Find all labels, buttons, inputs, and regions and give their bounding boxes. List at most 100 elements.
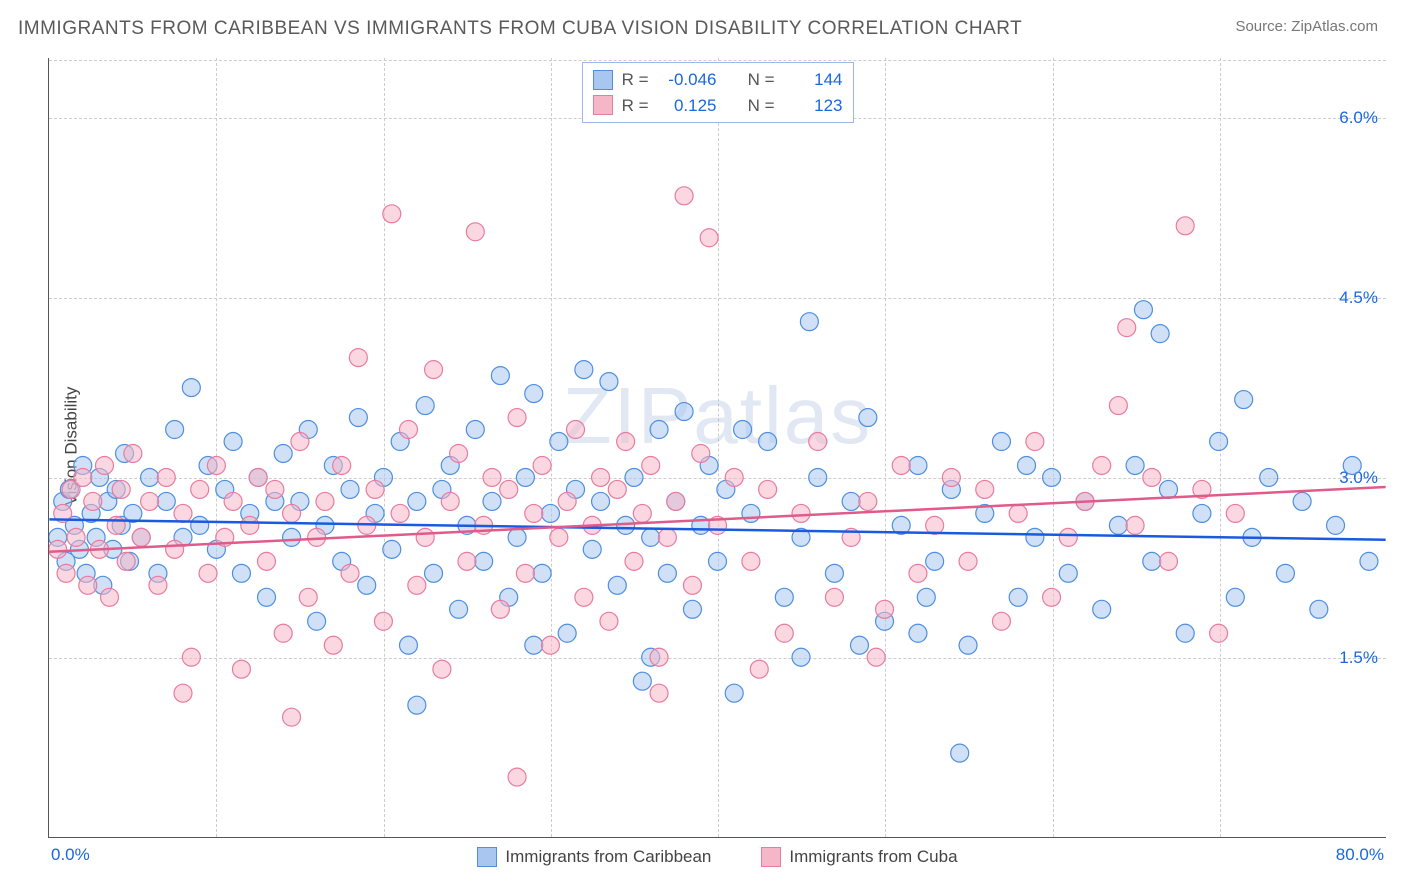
scatter-point <box>1226 504 1244 522</box>
scatter-point <box>491 367 509 385</box>
scatter-point <box>692 445 710 463</box>
scatter-point <box>625 468 643 486</box>
scatter-point <box>1193 504 1211 522</box>
scatter-point <box>182 648 200 666</box>
scatter-point <box>207 456 225 474</box>
scatter-point <box>541 504 559 522</box>
scatter-point <box>383 540 401 558</box>
swatch-caribbean <box>477 847 497 867</box>
scatter-point <box>1093 600 1111 618</box>
scatter-point <box>157 468 175 486</box>
scatter-point <box>759 433 777 451</box>
scatter-point <box>592 492 610 510</box>
scatter-point <box>316 492 334 510</box>
scatter-point <box>650 684 668 702</box>
scatter-point <box>642 456 660 474</box>
scatter-point <box>667 492 685 510</box>
scatter-point <box>700 229 718 247</box>
scatter-point <box>366 480 384 498</box>
scatter-point <box>1210 624 1228 642</box>
scatter-point <box>525 504 543 522</box>
scatter-point <box>132 528 150 546</box>
scatter-point <box>441 492 459 510</box>
scatter-point <box>575 361 593 379</box>
scatter-point <box>466 223 484 241</box>
scatter-point <box>1026 433 1044 451</box>
scatter-point <box>157 492 175 510</box>
scatter-point <box>1134 301 1152 319</box>
scatter-point <box>224 492 242 510</box>
scatter-point <box>416 528 434 546</box>
scatter-point <box>959 636 977 654</box>
scatter-point <box>84 492 102 510</box>
scatter-point <box>759 480 777 498</box>
scatter-point <box>274 445 292 463</box>
swatch-caribbean <box>593 70 613 90</box>
scatter-point <box>533 456 551 474</box>
scatter-point <box>49 540 67 558</box>
scatter-point <box>166 421 184 439</box>
scatter-point <box>942 468 960 486</box>
scatter-point <box>199 564 217 582</box>
scatter-point <box>124 445 142 463</box>
scatter-point <box>308 612 326 630</box>
scatter-point <box>675 187 693 205</box>
scatter-point <box>1026 528 1044 546</box>
scatter-point <box>734 421 752 439</box>
series-legend: Immigrants from Caribbean Immigrants fro… <box>49 847 1386 867</box>
scatter-point <box>258 588 276 606</box>
scatter-point <box>500 480 518 498</box>
scatter-point <box>475 552 493 570</box>
scatter-point <box>74 468 92 486</box>
scatter-point <box>917 588 935 606</box>
scatter-point <box>174 684 192 702</box>
scatter-point <box>1226 588 1244 606</box>
legend-item-cuba: Immigrants from Cuba <box>761 847 957 867</box>
r-label: R = <box>621 93 649 119</box>
scatter-point <box>433 660 451 678</box>
scatter-point <box>992 433 1010 451</box>
scatter-point <box>1126 516 1144 534</box>
scatter-point <box>1143 552 1161 570</box>
scatter-point <box>1118 319 1136 337</box>
scatter-point <box>650 421 668 439</box>
scatter-point <box>466 421 484 439</box>
legend-label-cuba: Immigrants from Cuba <box>789 847 957 867</box>
scatter-point <box>283 528 301 546</box>
scatter-point <box>166 540 184 558</box>
scatter-point <box>408 696 426 714</box>
scatter-point <box>358 576 376 594</box>
scatter-point <box>1360 552 1378 570</box>
scatter-point <box>458 552 476 570</box>
scatter-point <box>850 636 868 654</box>
scatter-point <box>191 480 209 498</box>
scatter-point <box>450 445 468 463</box>
scatter-point <box>399 636 417 654</box>
scatter-point <box>533 564 551 582</box>
scatter-point <box>1310 600 1328 618</box>
scatter-point <box>249 468 267 486</box>
scatter-point <box>675 403 693 421</box>
scatter-point <box>95 456 113 474</box>
scatter-point <box>258 552 276 570</box>
scatter-point <box>909 564 927 582</box>
scatter-point <box>79 576 97 594</box>
scatter-point <box>516 564 534 582</box>
scatter-point <box>1018 456 1036 474</box>
scatter-point <box>1009 588 1027 606</box>
scatter-point <box>1176 217 1194 235</box>
scatter-point <box>992 612 1010 630</box>
scatter-point <box>1126 456 1144 474</box>
scatter-point <box>951 744 969 762</box>
scatter-point <box>1109 397 1127 415</box>
scatter-point <box>550 433 568 451</box>
scatter-point <box>959 552 977 570</box>
scatter-point <box>1160 480 1178 498</box>
scatter-point <box>825 564 843 582</box>
scatter-point <box>141 468 159 486</box>
scatter-point <box>232 660 250 678</box>
scatter-point <box>550 528 568 546</box>
n-label: N = <box>747 93 775 119</box>
scatter-point <box>1151 325 1169 343</box>
correlation-stats-box: R = -0.046 N = 144 R = 0.125 N = 123 <box>582 62 854 123</box>
